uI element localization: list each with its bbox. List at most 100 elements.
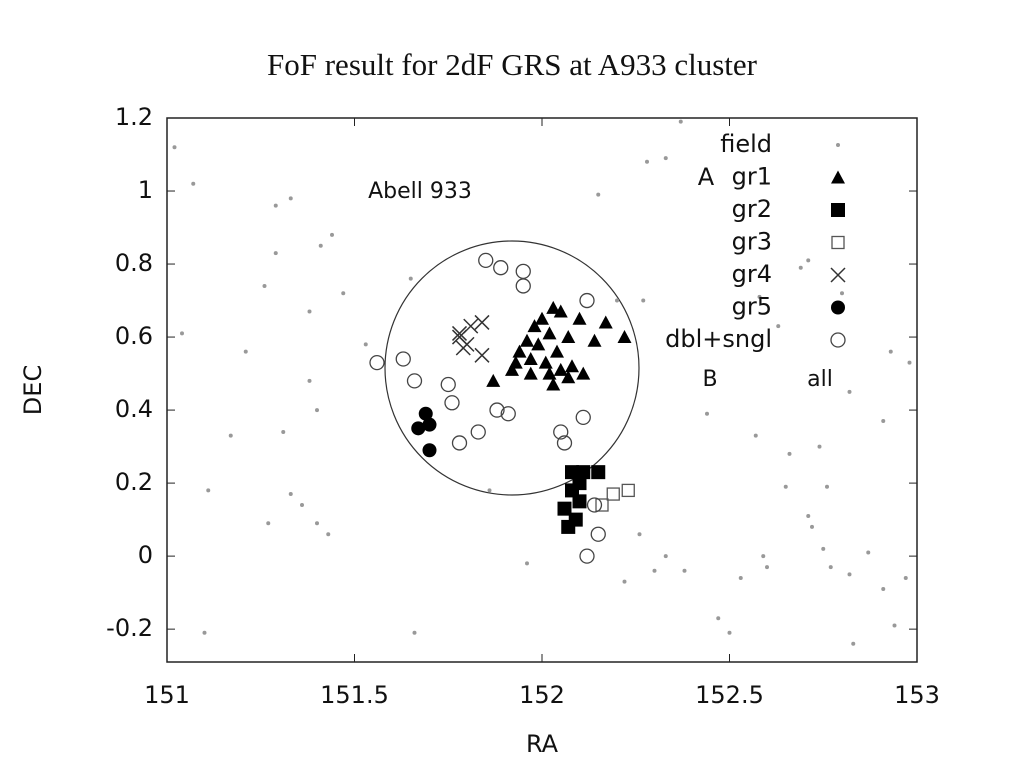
point [765, 565, 769, 570]
point [553, 304, 568, 318]
legend-marker [830, 267, 846, 283]
point [621, 483, 635, 498]
y-tick-label: 0.4 [115, 395, 153, 423]
point [596, 192, 601, 197]
point [591, 465, 606, 480]
y-tick-label: 0.6 [115, 322, 153, 350]
point [411, 421, 426, 436]
point [406, 373, 423, 389]
legend-label: gr4 [732, 260, 772, 288]
point [561, 370, 576, 384]
x-tick-label: 152 [519, 681, 565, 709]
point [341, 291, 346, 296]
point [637, 532, 642, 537]
legend-marker [831, 300, 845, 315]
point [418, 406, 433, 421]
legend-marker [830, 332, 846, 348]
point [817, 444, 822, 449]
point [326, 532, 331, 537]
point [515, 263, 531, 279]
point [787, 451, 792, 456]
point [810, 524, 814, 529]
point [617, 330, 632, 344]
point [300, 503, 304, 508]
point [273, 203, 278, 208]
point [474, 314, 490, 330]
point [888, 349, 893, 354]
point [881, 586, 886, 591]
point [705, 411, 709, 416]
legend-label: gr2 [732, 195, 772, 223]
y-tick-label: 0 [138, 541, 153, 569]
point [727, 630, 732, 635]
point [561, 330, 576, 344]
point [575, 409, 591, 426]
point [307, 309, 312, 314]
point [579, 292, 595, 309]
point [523, 351, 538, 365]
point [586, 497, 603, 513]
point [579, 548, 595, 564]
legend-label: gr5 [732, 293, 772, 321]
x-axis-label: RA [526, 730, 559, 758]
point [645, 159, 649, 164]
legend-marker [831, 203, 845, 217]
point [716, 616, 721, 621]
point [243, 349, 248, 354]
legend-label: field [720, 130, 772, 158]
point [451, 435, 468, 451]
annotation: B [702, 367, 717, 392]
point [847, 572, 852, 577]
point [520, 333, 534, 347]
point [191, 181, 196, 186]
point [527, 319, 542, 333]
point [892, 623, 897, 628]
point [825, 484, 829, 489]
point [470, 424, 486, 440]
point [783, 484, 788, 489]
point [315, 408, 319, 413]
point [753, 433, 758, 438]
point [907, 360, 912, 365]
point [408, 276, 413, 281]
point [369, 354, 385, 371]
point [828, 565, 833, 570]
point [505, 362, 519, 376]
point [500, 406, 516, 422]
point [806, 513, 811, 518]
point [262, 283, 267, 288]
point [606, 487, 620, 501]
point [474, 347, 490, 363]
legend-label: gr3 [732, 228, 772, 256]
point [572, 311, 587, 325]
point [523, 366, 538, 380]
y-tick-label: 1.2 [115, 103, 153, 131]
point [615, 298, 619, 303]
y-tick-label: 0.8 [115, 249, 153, 277]
point [595, 498, 609, 512]
point [866, 550, 871, 555]
point [489, 402, 505, 418]
point [288, 492, 293, 497]
point [553, 362, 568, 376]
chart-title: FoF result for 2dF GRS at A933 cluster [267, 47, 758, 82]
point [281, 429, 286, 434]
point [440, 376, 456, 393]
point [486, 373, 501, 387]
point [228, 433, 233, 438]
point [652, 568, 657, 573]
y-tick-label: 1 [138, 176, 153, 204]
annotation: all [807, 367, 833, 392]
point [512, 344, 527, 358]
point [806, 258, 811, 263]
point [531, 337, 546, 351]
point [180, 331, 184, 336]
point [412, 630, 417, 635]
point [288, 196, 293, 201]
point [363, 342, 368, 347]
point [172, 145, 177, 150]
point [422, 417, 437, 432]
point [553, 424, 569, 440]
x-tick-label: 153 [894, 681, 940, 709]
